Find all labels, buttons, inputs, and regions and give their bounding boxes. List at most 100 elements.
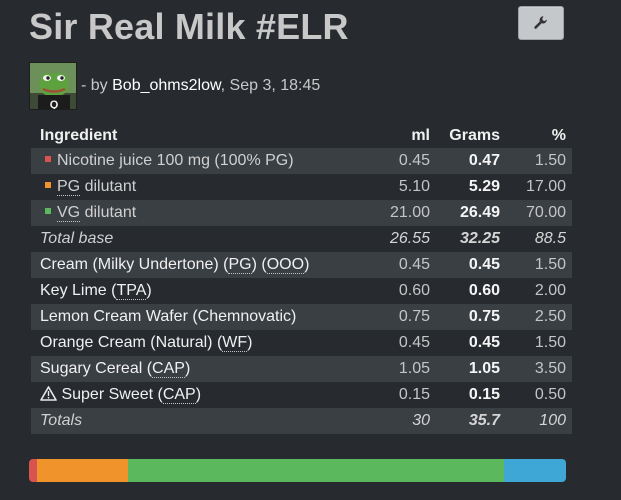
grams-cell: 0.45 (436, 252, 506, 278)
ml-cell: 0.45 (361, 148, 436, 174)
percent-cell: 17.00 (525, 178, 566, 195)
vg-color-swatch (45, 208, 51, 214)
bar-segment-vg (128, 459, 505, 482)
ml-cell: 0.75 (361, 304, 436, 330)
flavor-label: ) ( (251, 256, 267, 273)
flavor-label: ) (247, 334, 253, 351)
ml-cell: 1.05 (361, 356, 436, 382)
totals-row: Totals 30 35.7 100 (31, 408, 572, 434)
percent-cell: 70.00 (506, 200, 572, 226)
flavor-name: Sugary Cereal (CAP) (31, 356, 361, 382)
abbr-cap[interactable]: CAP (162, 386, 196, 404)
byline: - by Bob_ohms2low, Sep 3, 18:45 (81, 77, 321, 94)
bar-segment-nicotine (29, 459, 38, 482)
table-row: Super Sweet (CAP) 0.15 0.15 0.50 (31, 382, 572, 408)
ingredient-label: Nicotine juice 100 mg (100% PG) (57, 152, 294, 169)
grams-cell: 5.29 (468, 178, 500, 195)
flavor-name: Super Sweet (CAP) (31, 382, 361, 408)
svg-text:Q: Q (50, 99, 59, 110)
flavor-name: Orange Cream (Natural) (WF) (31, 330, 361, 356)
abbr-cap[interactable]: CAP (152, 360, 185, 378)
ml-cell: 0.15 (398, 386, 430, 403)
flavor-label: Key Lime ( (40, 282, 117, 299)
bar-segment-pg (37, 459, 129, 482)
percent-cell: 88.5 (534, 230, 566, 247)
abbr-pg[interactable]: PG (57, 178, 81, 196)
pg-color-swatch (45, 182, 51, 188)
grams-cell: 0.47 (436, 148, 506, 174)
ml-cell: 5.10 (398, 178, 430, 195)
flavor-label: ) (195, 386, 202, 403)
avatar[interactable]: Q (29, 62, 77, 110)
total-base-label: Total base (40, 230, 114, 247)
wrench-icon (534, 16, 547, 29)
percent-cell: 2.00 (534, 282, 566, 299)
flavor-label: ) (184, 360, 191, 377)
grams-cell: 0.45 (468, 334, 500, 351)
grams-cell: 32.25 (459, 230, 500, 247)
grams-cell: 0.60 (468, 282, 500, 299)
flavor-label: Super Sweet ( (57, 386, 163, 403)
nicotine-color-swatch (45, 156, 51, 162)
composition-bar (29, 459, 566, 482)
percent-cell: 2.50 (506, 304, 572, 330)
header-percent: % (551, 127, 566, 144)
table-row: Nicotine juice 100 mg (100% PG) 0.45 0.4… (31, 148, 572, 174)
abbr-tpa[interactable]: TPA (116, 282, 147, 300)
ingredient-name: PG dilutant (31, 174, 361, 200)
percent-cell: 100 (506, 408, 572, 434)
grams-cell: 26.49 (436, 200, 506, 226)
frog-avatar-image: Q (30, 63, 76, 110)
ml-cell: 30 (361, 408, 436, 434)
flavor-name: Key Lime (TPA) (31, 278, 361, 304)
flavor-label: Orange Cream (Natural) ( (40, 334, 223, 351)
table-row: VG dilutant 21.00 26.49 70.00 (31, 200, 572, 226)
table-row: PG dilutant 5.10 5.29 17.00 (31, 174, 572, 200)
ml-cell: 21.00 (361, 200, 436, 226)
ingredient-label: dilutant (80, 178, 137, 195)
ml-cell: 0.60 (398, 282, 430, 299)
percent-cell: 3.50 (506, 356, 572, 382)
grams-cell: 0.15 (468, 386, 500, 403)
flavor-label: ) (304, 256, 310, 273)
ml-cell: 26.55 (389, 230, 430, 247)
post-date: Sep 3, 18:45 (229, 77, 321, 94)
percent-cell: 1.50 (534, 334, 566, 351)
author-row: Q - by Bob_ohms2low, Sep 3, 18:45 (29, 62, 320, 110)
grams-cell: 1.05 (436, 356, 506, 382)
flavor-name: Cream (Milky Undertone) (PG) (OOO) (31, 252, 361, 278)
percent-cell: 0.50 (534, 386, 566, 403)
table-row: Orange Cream (Natural) (WF) 0.45 0.45 1.… (31, 330, 572, 356)
abbr-pg[interactable]: PG (228, 256, 252, 274)
percent-cell: 1.50 (506, 148, 572, 174)
recipe-table: Ingredient ml Grams % Nicotine juice 100… (31, 124, 572, 434)
total-base-row: Total base 26.55 32.25 88.5 (31, 226, 572, 252)
table-row: Lemon Cream Wafer (Chemnovatic) 0.75 0.7… (31, 304, 572, 330)
abbr-vg[interactable]: VG (57, 204, 81, 222)
abbr-ooo[interactable]: OOO (266, 256, 305, 274)
flavor-name: Lemon Cream Wafer (Chemnovatic) (31, 304, 361, 330)
warning-triangle-icon[interactable] (40, 386, 57, 401)
ml-cell: 0.45 (361, 252, 436, 278)
author-link[interactable]: Bob_ohms2low (112, 77, 221, 94)
grams-cell: 35.7 (436, 408, 506, 434)
header-ingredient: Ingredient (40, 127, 118, 144)
flavor-label: Sugary Cereal ( (40, 360, 153, 377)
page-title: Sir Real Milk #ELR (29, 6, 349, 47)
header-grams: Grams (449, 127, 500, 144)
settings-button[interactable] (518, 6, 564, 40)
flavor-label: Cream (Milky Undertone) ( (40, 256, 229, 273)
header-ml: ml (411, 127, 430, 144)
abbr-wf[interactable]: WF (222, 334, 248, 352)
table-row: Sugary Cereal (CAP) 1.05 1.05 3.50 (31, 356, 572, 382)
table-header: Ingredient ml Grams % (31, 124, 572, 148)
percent-cell: 1.50 (506, 252, 572, 278)
ingredient-name: Nicotine juice 100 mg (100% PG) (31, 148, 361, 174)
table-row: Cream (Milky Undertone) (PG) (OOO) 0.45 … (31, 252, 572, 278)
totals-label: Totals (31, 408, 361, 434)
ingredient-name: VG dilutant (31, 200, 361, 226)
byline-prefix: - by (81, 77, 108, 94)
ml-cell: 0.45 (398, 334, 430, 351)
grams-cell: 0.75 (436, 304, 506, 330)
